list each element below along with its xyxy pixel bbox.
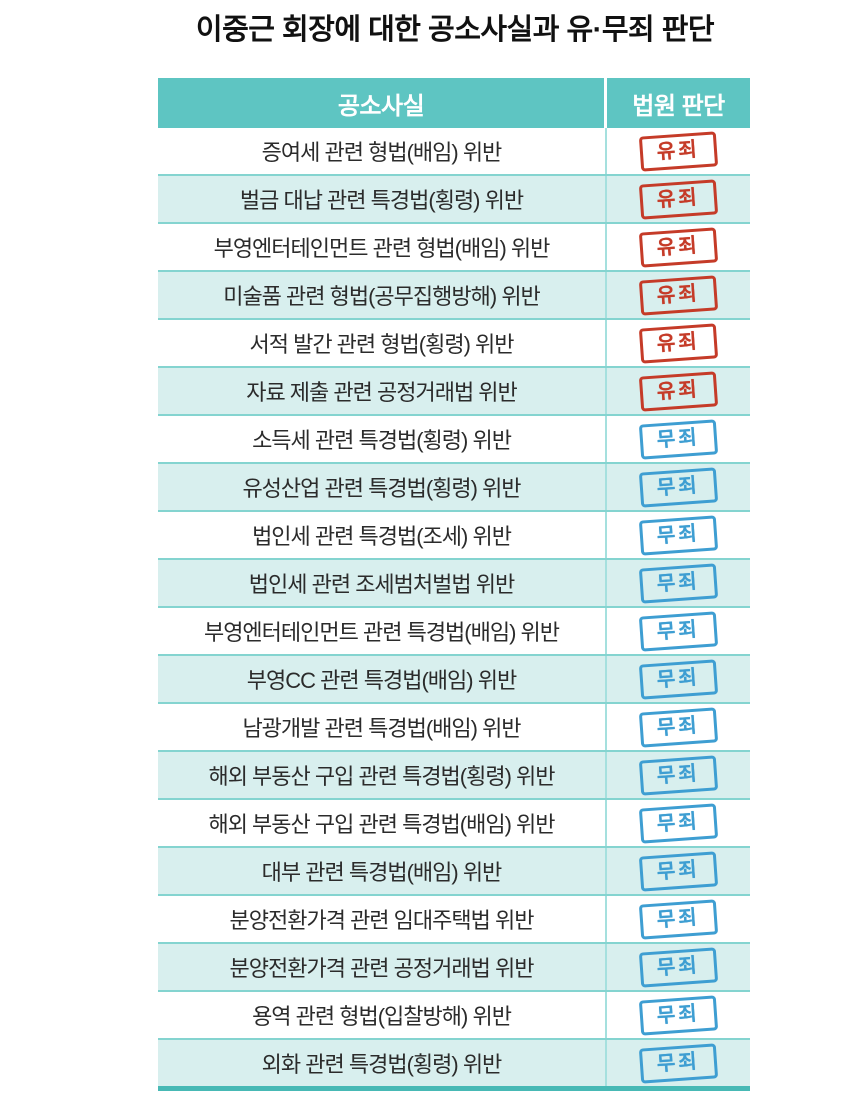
verdict-stamp-not-guilty: 무죄 <box>638 610 719 652</box>
column-header-verdict: 법원 판단 <box>632 92 725 120</box>
verdict-stamp-not-guilty: 무죄 <box>638 898 719 940</box>
charge-text: 증여세 관련 형법(배임) 위반 <box>158 128 607 174</box>
verdict-stamp-guilty: 유죄 <box>638 178 719 220</box>
verdict-stamp-guilty: 유죄 <box>638 322 719 364</box>
charge-text: 남광개발 관련 특경법(배임) 위반 <box>158 704 607 750</box>
verdict-cell: 무죄 <box>607 848 750 894</box>
table-row: 용역 관련 형법(입찰방해) 위반 무죄 <box>158 990 750 1038</box>
verdict-cell: 무죄 <box>607 416 750 462</box>
verdict-cell: 유죄 <box>607 368 750 414</box>
charge-text: 서적 발간 관련 형법(횡령) 위반 <box>158 320 607 366</box>
verdict-cell: 무죄 <box>607 752 750 798</box>
table-row: 자료 제출 관련 공정거래법 위반 유죄 <box>158 366 750 414</box>
charge-text: 부영엔터테인먼트 관련 특경법(배임) 위반 <box>158 608 607 654</box>
table-row: 남광개발 관련 특경법(배임) 위반 무죄 <box>158 702 750 750</box>
verdict-cell: 무죄 <box>607 464 750 510</box>
column-header-charges: 공소사실 <box>158 78 607 128</box>
table-row: 해외 부동산 구입 관련 특경법(배임) 위반 무죄 <box>158 798 750 846</box>
verdict-stamp-not-guilty: 무죄 <box>638 418 719 460</box>
charge-text: 분양전환가격 관련 임대주택법 위반 <box>158 896 607 942</box>
charge-text: 벌금 대납 관련 특경법(횡령) 위반 <box>158 176 607 222</box>
page-title: 이중근 회장에 대한 공소사실과 유·무죄 판단 <box>195 14 715 46</box>
charge-text: 법인세 관련 조세범처벌법 위반 <box>158 560 607 606</box>
verdict-stamp-not-guilty: 무죄 <box>638 562 719 604</box>
verdict-stamp-not-guilty: 무죄 <box>638 466 719 508</box>
verdict-cell: 유죄 <box>607 224 750 270</box>
charge-text: 해외 부동산 구입 관련 특경법(횡령) 위반 <box>158 752 607 798</box>
charge-text: 유성산업 관련 특경법(횡령) 위반 <box>158 464 607 510</box>
verdict-stamp-not-guilty: 무죄 <box>638 514 719 556</box>
charge-text: 자료 제출 관련 공정거래법 위반 <box>158 368 607 414</box>
table-header-row: 공소사실 법원 판단 <box>158 78 750 128</box>
table-row: 외화 관련 특경법(횡령) 위반 무죄 <box>158 1038 750 1086</box>
verdict-stamp-not-guilty: 무죄 <box>638 706 719 748</box>
verdict-cell: 유죄 <box>607 272 750 318</box>
verdict-stamp-guilty: 유죄 <box>638 370 719 412</box>
charge-text: 해외 부동산 구입 관련 특경법(배임) 위반 <box>158 800 607 846</box>
verdict-cell: 유죄 <box>607 320 750 366</box>
table-row: 해외 부동산 구입 관련 특경법(횡령) 위반 무죄 <box>158 750 750 798</box>
verdict-stamp-guilty: 유죄 <box>638 130 719 172</box>
table-row: 법인세 관련 특경법(조세) 위반 무죄 <box>158 510 750 558</box>
table-row: 유성산업 관련 특경법(횡령) 위반 무죄 <box>158 462 750 510</box>
table-row: 벌금 대납 관련 특경법(횡령) 위반 유죄 <box>158 174 750 222</box>
verdict-cell: 유죄 <box>607 128 750 174</box>
charge-text: 외화 관련 특경법(횡령) 위반 <box>158 1040 607 1086</box>
verdict-stamp-guilty: 유죄 <box>638 226 719 268</box>
verdict-cell: 무죄 <box>607 704 750 750</box>
verdict-stamp-not-guilty: 무죄 <box>638 1042 719 1084</box>
verdict-cell: 유죄 <box>607 176 750 222</box>
verdict-cell: 무죄 <box>607 1040 750 1086</box>
verdict-cell: 무죄 <box>607 800 750 846</box>
table-row: 소득세 관련 특경법(횡령) 위반 무죄 <box>158 414 750 462</box>
table-row: 서적 발간 관련 형법(횡령) 위반 유죄 <box>158 318 750 366</box>
verdict-stamp-guilty: 유죄 <box>638 274 719 316</box>
table-row: 부영CC 관련 특경법(배임) 위반 무죄 <box>158 654 750 702</box>
charge-text: 분양전환가격 관련 공정거래법 위반 <box>158 944 607 990</box>
table-row: 분양전환가격 관련 임대주택법 위반 무죄 <box>158 894 750 942</box>
charge-text: 부영CC 관련 특경법(배임) 위반 <box>158 656 607 702</box>
verdict-stamp-not-guilty: 무죄 <box>638 658 719 700</box>
table-row: 미술품 관련 형법(공무집행방해) 위반 유죄 <box>158 270 750 318</box>
verdict-cell: 무죄 <box>607 944 750 990</box>
verdict-stamp-not-guilty: 무죄 <box>638 850 719 892</box>
table-row: 대부 관련 특경법(배임) 위반 무죄 <box>158 846 750 894</box>
charge-text: 부영엔터테인먼트 관련 형법(배임) 위반 <box>158 224 607 270</box>
table-row: 부영엔터테인먼트 관련 형법(배임) 위반 유죄 <box>158 222 750 270</box>
verdict-cell: 무죄 <box>607 992 750 1038</box>
verdict-cell: 무죄 <box>607 896 750 942</box>
charge-text: 용역 관련 형법(입찰방해) 위반 <box>158 992 607 1038</box>
verdict-cell: 무죄 <box>607 512 750 558</box>
table-row: 분양전환가격 관련 공정거래법 위반 무죄 <box>158 942 750 990</box>
charges-verdict-table: 공소사실 법원 판단 증여세 관련 형법(배임) 위반 유죄 벌금 대납 관련 … <box>158 78 750 1091</box>
table-row: 부영엔터테인먼트 관련 특경법(배임) 위반 무죄 <box>158 606 750 654</box>
verdict-cell: 무죄 <box>607 656 750 702</box>
verdict-cell: 무죄 <box>607 608 750 654</box>
charge-text: 소득세 관련 특경법(횡령) 위반 <box>158 416 607 462</box>
table-row: 증여세 관련 형법(배임) 위반 유죄 <box>158 128 750 174</box>
verdict-cell: 무죄 <box>607 560 750 606</box>
verdict-stamp-not-guilty: 무죄 <box>638 994 719 1036</box>
charges-table-body: 증여세 관련 형법(배임) 위반 유죄 벌금 대납 관련 특경법(횡령) 위반 … <box>158 128 750 1086</box>
table-row: 법인세 관련 조세범처벌법 위반 무죄 <box>158 558 750 606</box>
charge-text: 법인세 관련 특경법(조세) 위반 <box>158 512 607 558</box>
charge-text: 미술품 관련 형법(공무집행방해) 위반 <box>158 272 607 318</box>
verdict-stamp-not-guilty: 무죄 <box>638 754 719 796</box>
charge-text: 대부 관련 특경법(배임) 위반 <box>158 848 607 894</box>
verdict-stamp-not-guilty: 무죄 <box>638 802 719 844</box>
verdict-stamp-not-guilty: 무죄 <box>638 946 719 988</box>
